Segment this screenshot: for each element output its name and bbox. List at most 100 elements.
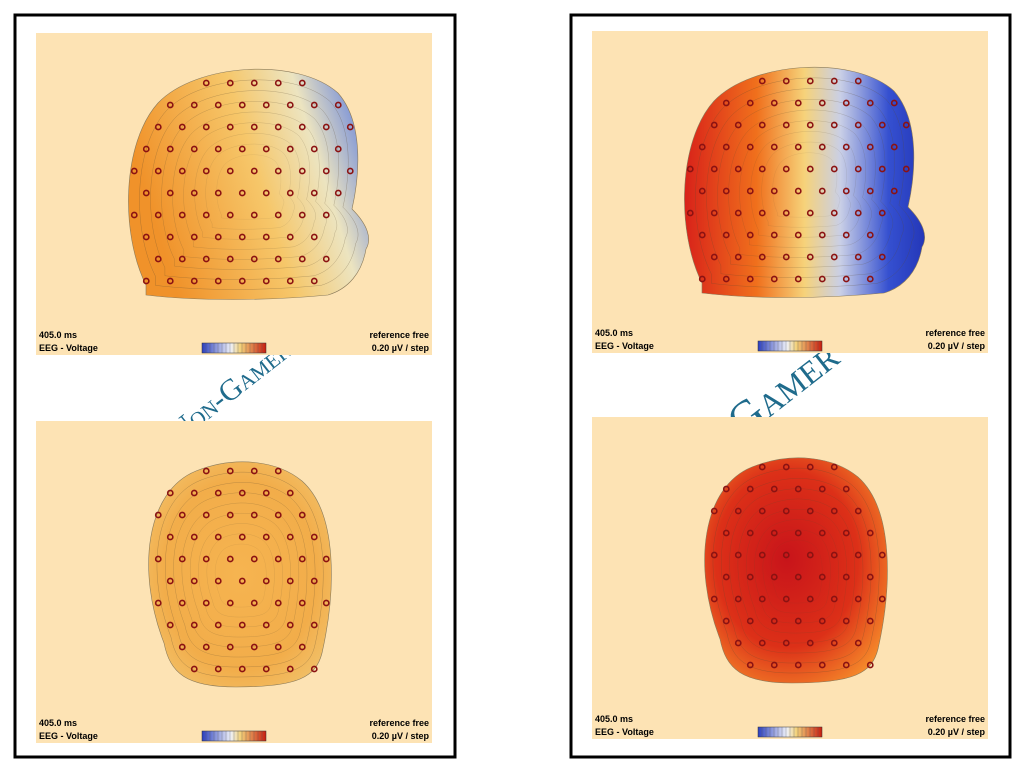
electrode (214, 577, 222, 585)
head (148, 461, 332, 688)
electrode (806, 121, 814, 129)
electrode (734, 209, 742, 217)
electrode (734, 253, 742, 261)
electrode (866, 661, 874, 669)
electrode (722, 143, 730, 151)
electrode (818, 661, 826, 669)
electrode (770, 99, 778, 107)
electrode (310, 621, 318, 629)
electrode (262, 621, 270, 629)
electrode (854, 77, 862, 85)
electrode (166, 533, 174, 541)
electrode (902, 165, 910, 173)
electrode (866, 99, 874, 107)
electrode (758, 595, 766, 603)
electrode (842, 529, 850, 537)
scale-label: 0.20 µV / step (928, 341, 986, 351)
electrode (746, 231, 754, 239)
electrode (722, 573, 730, 581)
electrode (310, 101, 318, 109)
electrode (250, 599, 258, 607)
electrode (310, 145, 318, 153)
contour (194, 133, 306, 240)
electrode (770, 143, 778, 151)
electrode (734, 507, 742, 515)
reference-label: reference free (925, 714, 985, 724)
scale-label: 0.20 µV / step (372, 731, 430, 741)
electrode (710, 253, 718, 261)
electrode (154, 255, 162, 263)
electrode (286, 621, 294, 629)
electrode (842, 275, 850, 283)
electrode (154, 211, 162, 219)
reference-label: reference free (369, 718, 429, 728)
electrode (226, 123, 234, 131)
electrode (890, 187, 898, 195)
electrode (878, 209, 886, 217)
electrode (178, 599, 186, 607)
electrode (166, 277, 174, 285)
electrode (806, 165, 814, 173)
time-label: 405.0 ms (39, 330, 77, 340)
electrode (854, 551, 862, 559)
electrode (298, 79, 306, 87)
electrode (130, 167, 138, 175)
electrode (818, 231, 826, 239)
electrode (758, 639, 766, 647)
electrode (854, 209, 862, 217)
electrode (734, 639, 742, 647)
electrode (190, 533, 198, 541)
electrode (262, 189, 270, 197)
frame (13, 13, 457, 759)
electrode (202, 555, 210, 563)
electrode (710, 595, 718, 603)
electrode (322, 123, 330, 131)
electrode (202, 467, 210, 475)
electrode (830, 253, 838, 261)
electrode (866, 143, 874, 151)
electrode (298, 167, 306, 175)
electrode (298, 211, 306, 219)
head (684, 66, 925, 298)
electrode (770, 529, 778, 537)
electrode (830, 639, 838, 647)
electrode (166, 621, 174, 629)
electrode (250, 643, 258, 651)
electrode (190, 145, 198, 153)
electrode (866, 617, 874, 625)
electrode (178, 511, 186, 519)
electrode (758, 507, 766, 515)
electrode (322, 555, 330, 563)
electrode (758, 209, 766, 217)
electrode (262, 489, 270, 497)
electrode (226, 555, 234, 563)
electrode (178, 211, 186, 219)
electrode (286, 577, 294, 585)
electrode (178, 167, 186, 175)
electrode (190, 277, 198, 285)
electrode (274, 599, 282, 607)
contour (739, 120, 872, 248)
electrode (794, 231, 802, 239)
electrode (830, 165, 838, 173)
electrode (202, 123, 210, 131)
electrode (214, 489, 222, 497)
electrode (298, 643, 306, 651)
eeg-map: 405.0 ms EEG - Voltage reference free 0.20 … (36, 421, 432, 743)
electrode (190, 621, 198, 629)
electrode (782, 209, 790, 217)
electrode (710, 165, 718, 173)
time-label: 405.0 ms (595, 714, 633, 724)
electrode (830, 121, 838, 129)
electrode (274, 467, 282, 475)
electrode (866, 529, 874, 537)
electrode (758, 463, 766, 471)
electrode (202, 599, 210, 607)
electrode (794, 661, 802, 669)
electrode (226, 211, 234, 219)
electrode (250, 123, 258, 131)
electrode (130, 211, 138, 219)
electrode (734, 551, 742, 559)
electrode (238, 101, 246, 109)
